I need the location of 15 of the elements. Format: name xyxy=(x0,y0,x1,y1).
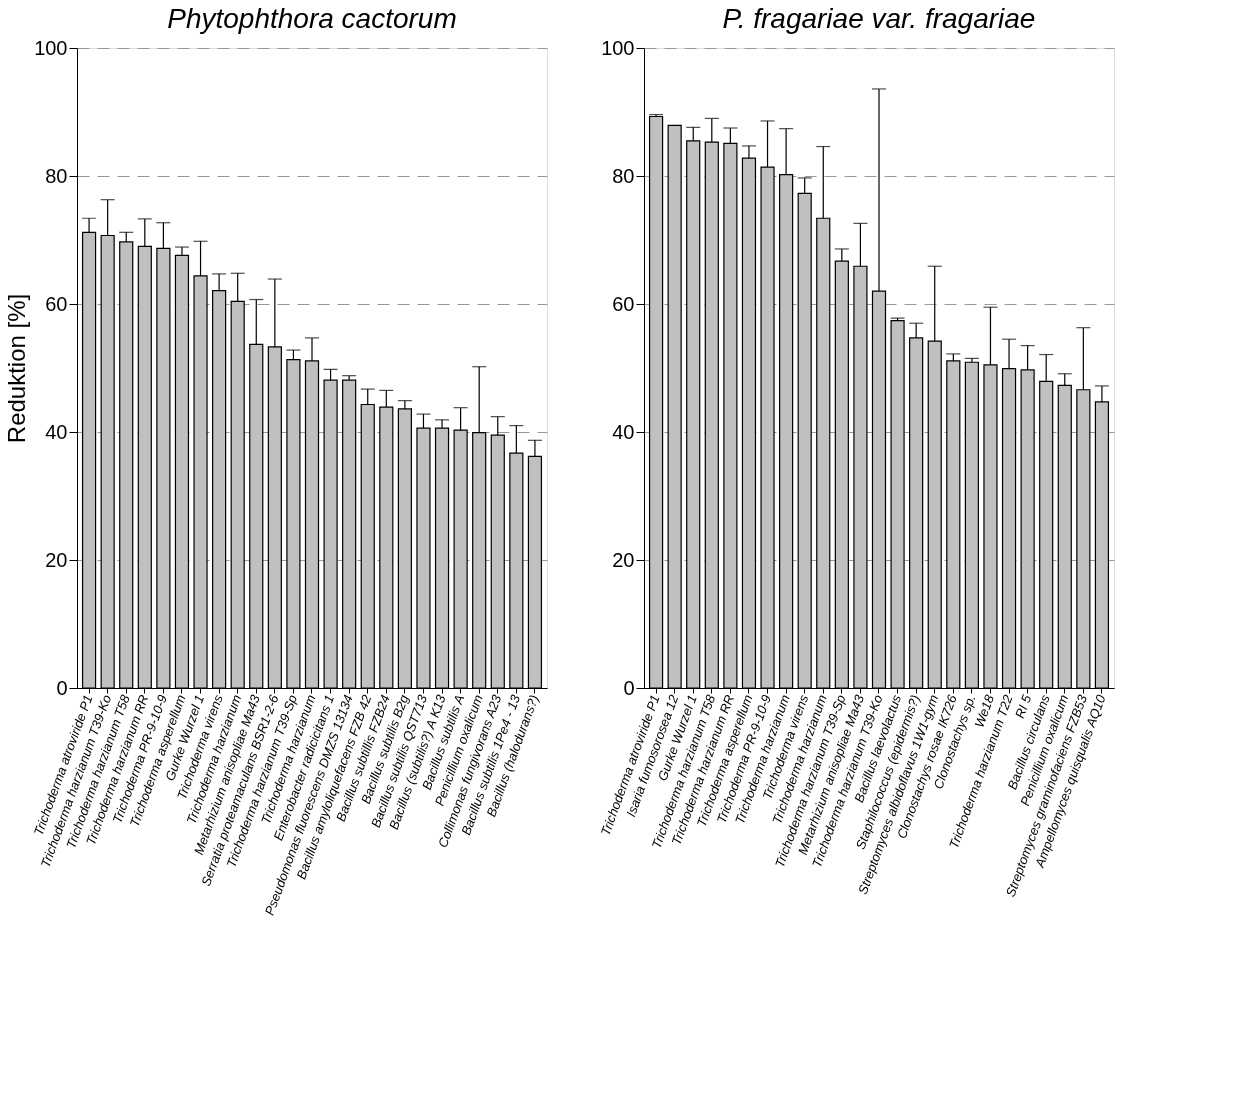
y-tick-label: 80 xyxy=(45,164,68,187)
y-tick-label: 0 xyxy=(623,676,635,699)
y-tick-label: 40 xyxy=(612,420,635,443)
y-tick-label: 100 xyxy=(34,36,68,59)
y-tick-label: 20 xyxy=(612,548,635,571)
y-tick-label: 40 xyxy=(45,420,68,443)
y-tick-label: 80 xyxy=(612,164,635,187)
chart-title: P. fragariae var. fragariae xyxy=(722,3,1036,34)
chart-title: Phytophthora cactorum xyxy=(167,3,457,34)
y-tick-label: 60 xyxy=(612,292,635,315)
y-tick-label: 100 xyxy=(601,36,635,59)
y-tick-label: 60 xyxy=(45,292,68,315)
y-tick-label: 20 xyxy=(45,548,68,571)
y-axis-title: Reduktion [%] xyxy=(3,293,31,444)
y-tick-label: 0 xyxy=(56,676,68,699)
